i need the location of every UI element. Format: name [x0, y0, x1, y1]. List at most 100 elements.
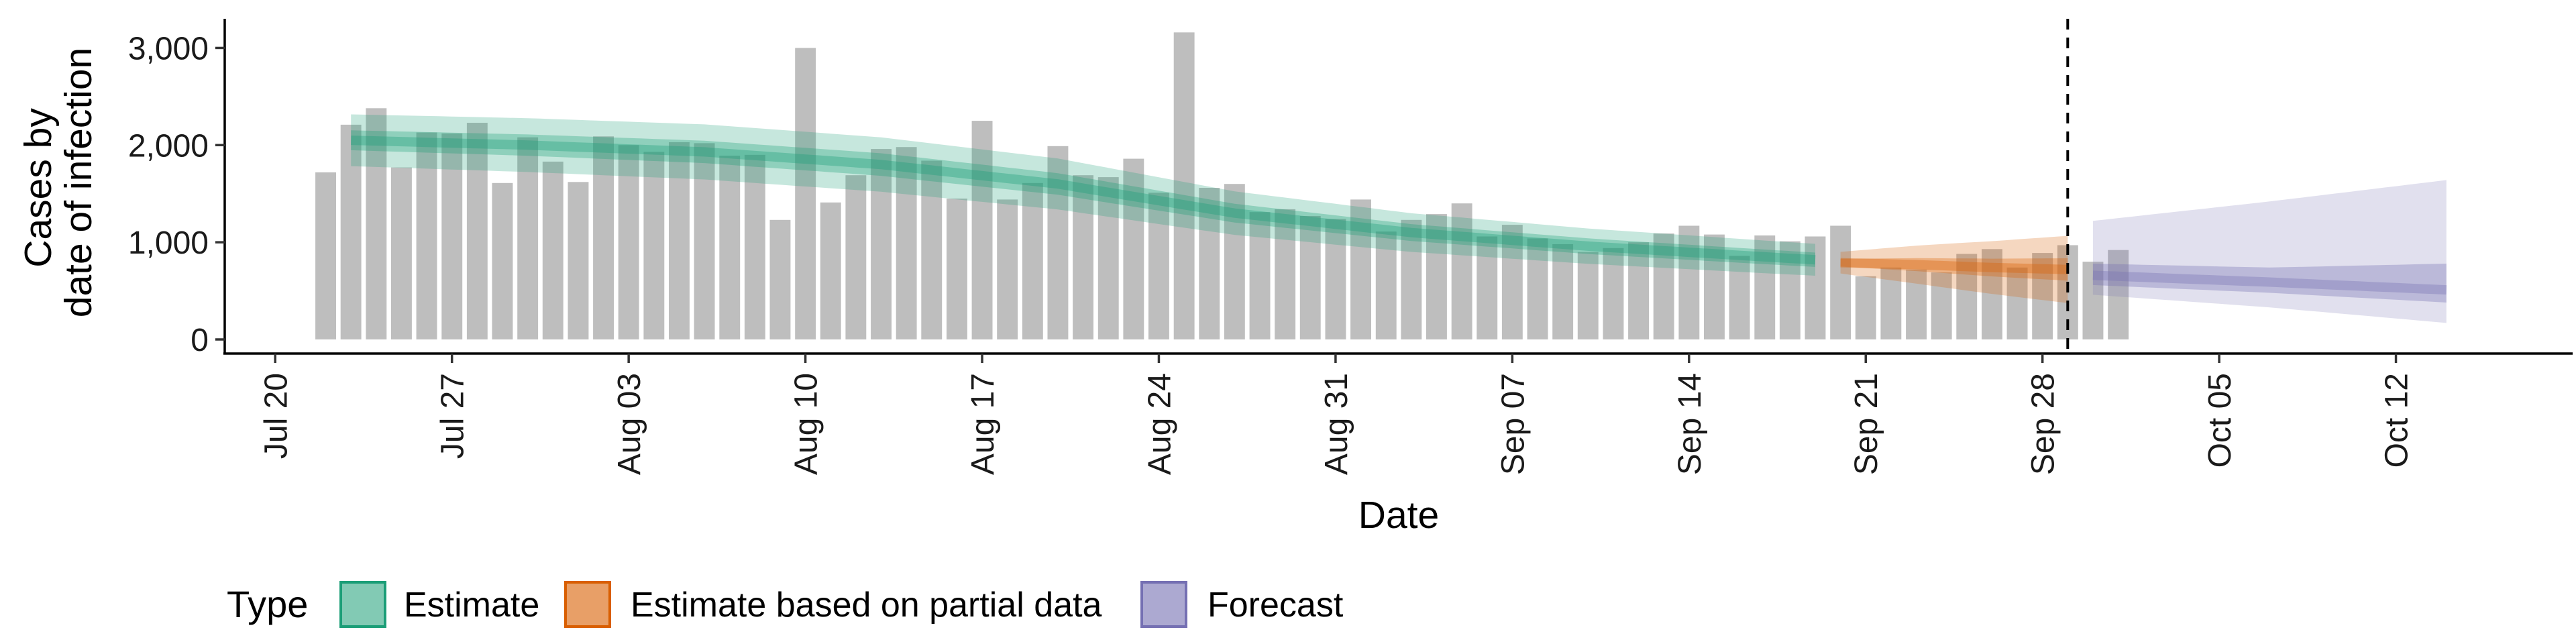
bar [947, 199, 967, 339]
bar [744, 154, 765, 340]
bar [1173, 32, 1195, 340]
bar [1603, 248, 1624, 339]
bar [1350, 199, 1371, 339]
bar [568, 182, 589, 339]
bar [669, 142, 690, 339]
bar [896, 147, 917, 339]
y-axis-title: Cases by date of infection [17, 48, 100, 317]
y-tick-label: 2,000 [128, 128, 209, 164]
bar [1501, 225, 1523, 339]
bar [340, 124, 362, 339]
bar [366, 108, 387, 340]
x-tick-label: Sep 28 [2026, 373, 2061, 475]
bar [1401, 219, 1422, 339]
bar [1805, 236, 1826, 339]
bar [2082, 262, 2104, 339]
bar [466, 123, 488, 339]
median-line-2 [2092, 270, 2447, 295]
band-outer-1 [1840, 235, 2068, 303]
bars-layer [315, 32, 2129, 340]
bar [618, 145, 639, 340]
band-inner-2 [2092, 264, 2447, 303]
bar [1956, 254, 1978, 339]
bar [2006, 267, 2028, 339]
x-tick-label: Aug 31 [1319, 373, 1354, 475]
bar [1577, 252, 1599, 339]
x-ticks: Jul 20 Jul 27 Aug 03 Aug 10 Aug 17 Aug 24 Aug … [258, 354, 2415, 475]
band-inner-0 [351, 130, 1816, 267]
x-tick-label: Oct 05 [2202, 373, 2238, 468]
y-tick-label: 3,000 [128, 31, 209, 66]
legend-label-forecast: Forecast [1208, 586, 1344, 625]
x-tick-label: Sep 21 [1849, 373, 1884, 475]
y-tick-label: 1,000 [128, 225, 209, 261]
bar [694, 143, 715, 339]
bar [1906, 269, 1927, 339]
x-tick-label: Aug 03 [612, 373, 647, 475]
bar [1275, 209, 1296, 339]
legend: Type Estimate Estimate based on partial … [227, 581, 1344, 628]
band-outer-0 [351, 114, 1816, 276]
bar [1299, 216, 1321, 339]
bar [2032, 253, 2053, 339]
bar [1830, 225, 1851, 339]
y-tick-label: 0 [191, 323, 209, 358]
bar [1325, 219, 1346, 339]
bar [391, 167, 412, 339]
x-axis-title: Date [1358, 494, 1439, 537]
bar [1123, 158, 1144, 339]
bar [795, 48, 816, 339]
bar [997, 199, 1018, 339]
bar [1628, 242, 1649, 339]
bar [1022, 182, 1043, 339]
bar [1779, 241, 1801, 339]
bar [1249, 212, 1271, 339]
bar [1552, 244, 1574, 339]
bar [1375, 231, 1397, 339]
bar [1880, 267, 1902, 339]
bar [2108, 250, 2129, 339]
bar [1653, 233, 1674, 339]
bar [542, 161, 564, 339]
bar [1729, 256, 1750, 339]
median-line-1 [1840, 258, 2068, 274]
bar [643, 152, 665, 339]
y-ticks: 0 1,000 2,000 3,000 [128, 31, 225, 358]
x-tick-label: Jul 27 [435, 373, 471, 459]
x-tick-label: Sep 14 [1672, 373, 1708, 475]
bar [1426, 214, 1447, 339]
bar [820, 202, 841, 339]
legend-key-forecast [1140, 581, 1187, 628]
bar [441, 133, 463, 339]
bar [971, 121, 993, 339]
legend-key-estimate [339, 581, 386, 628]
bar [1527, 238, 1548, 339]
bar [1073, 175, 1093, 339]
bar [1224, 184, 1245, 339]
y-axis-title-line1: Cases by [17, 108, 60, 268]
legend-label-estimate: Estimate [404, 586, 539, 625]
bands-layer [351, 114, 2447, 323]
x-tick-label: Aug 17 [965, 373, 1001, 475]
bar [871, 149, 892, 339]
bar [1199, 188, 1220, 339]
bar [593, 136, 614, 340]
x-tick-label: Sep 07 [1495, 373, 1531, 475]
y-axis-title-line2: date of infection [57, 48, 100, 317]
bar [719, 156, 741, 339]
band-inner-1 [1840, 258, 2068, 281]
bar [492, 182, 513, 339]
band-outer-2 [2092, 180, 2447, 323]
x-tick-label: Oct 12 [2379, 373, 2415, 468]
bar [1982, 249, 2002, 339]
bar [1477, 236, 1498, 339]
bar [845, 175, 867, 339]
bar [1678, 225, 1700, 339]
x-tick-label: Aug 10 [789, 373, 824, 475]
legend-label-partial: Estimate based on partial data [631, 586, 1102, 625]
bar [1148, 193, 1169, 339]
bar [1754, 235, 1776, 339]
legend-title: Type [227, 583, 308, 625]
bar [921, 160, 943, 339]
